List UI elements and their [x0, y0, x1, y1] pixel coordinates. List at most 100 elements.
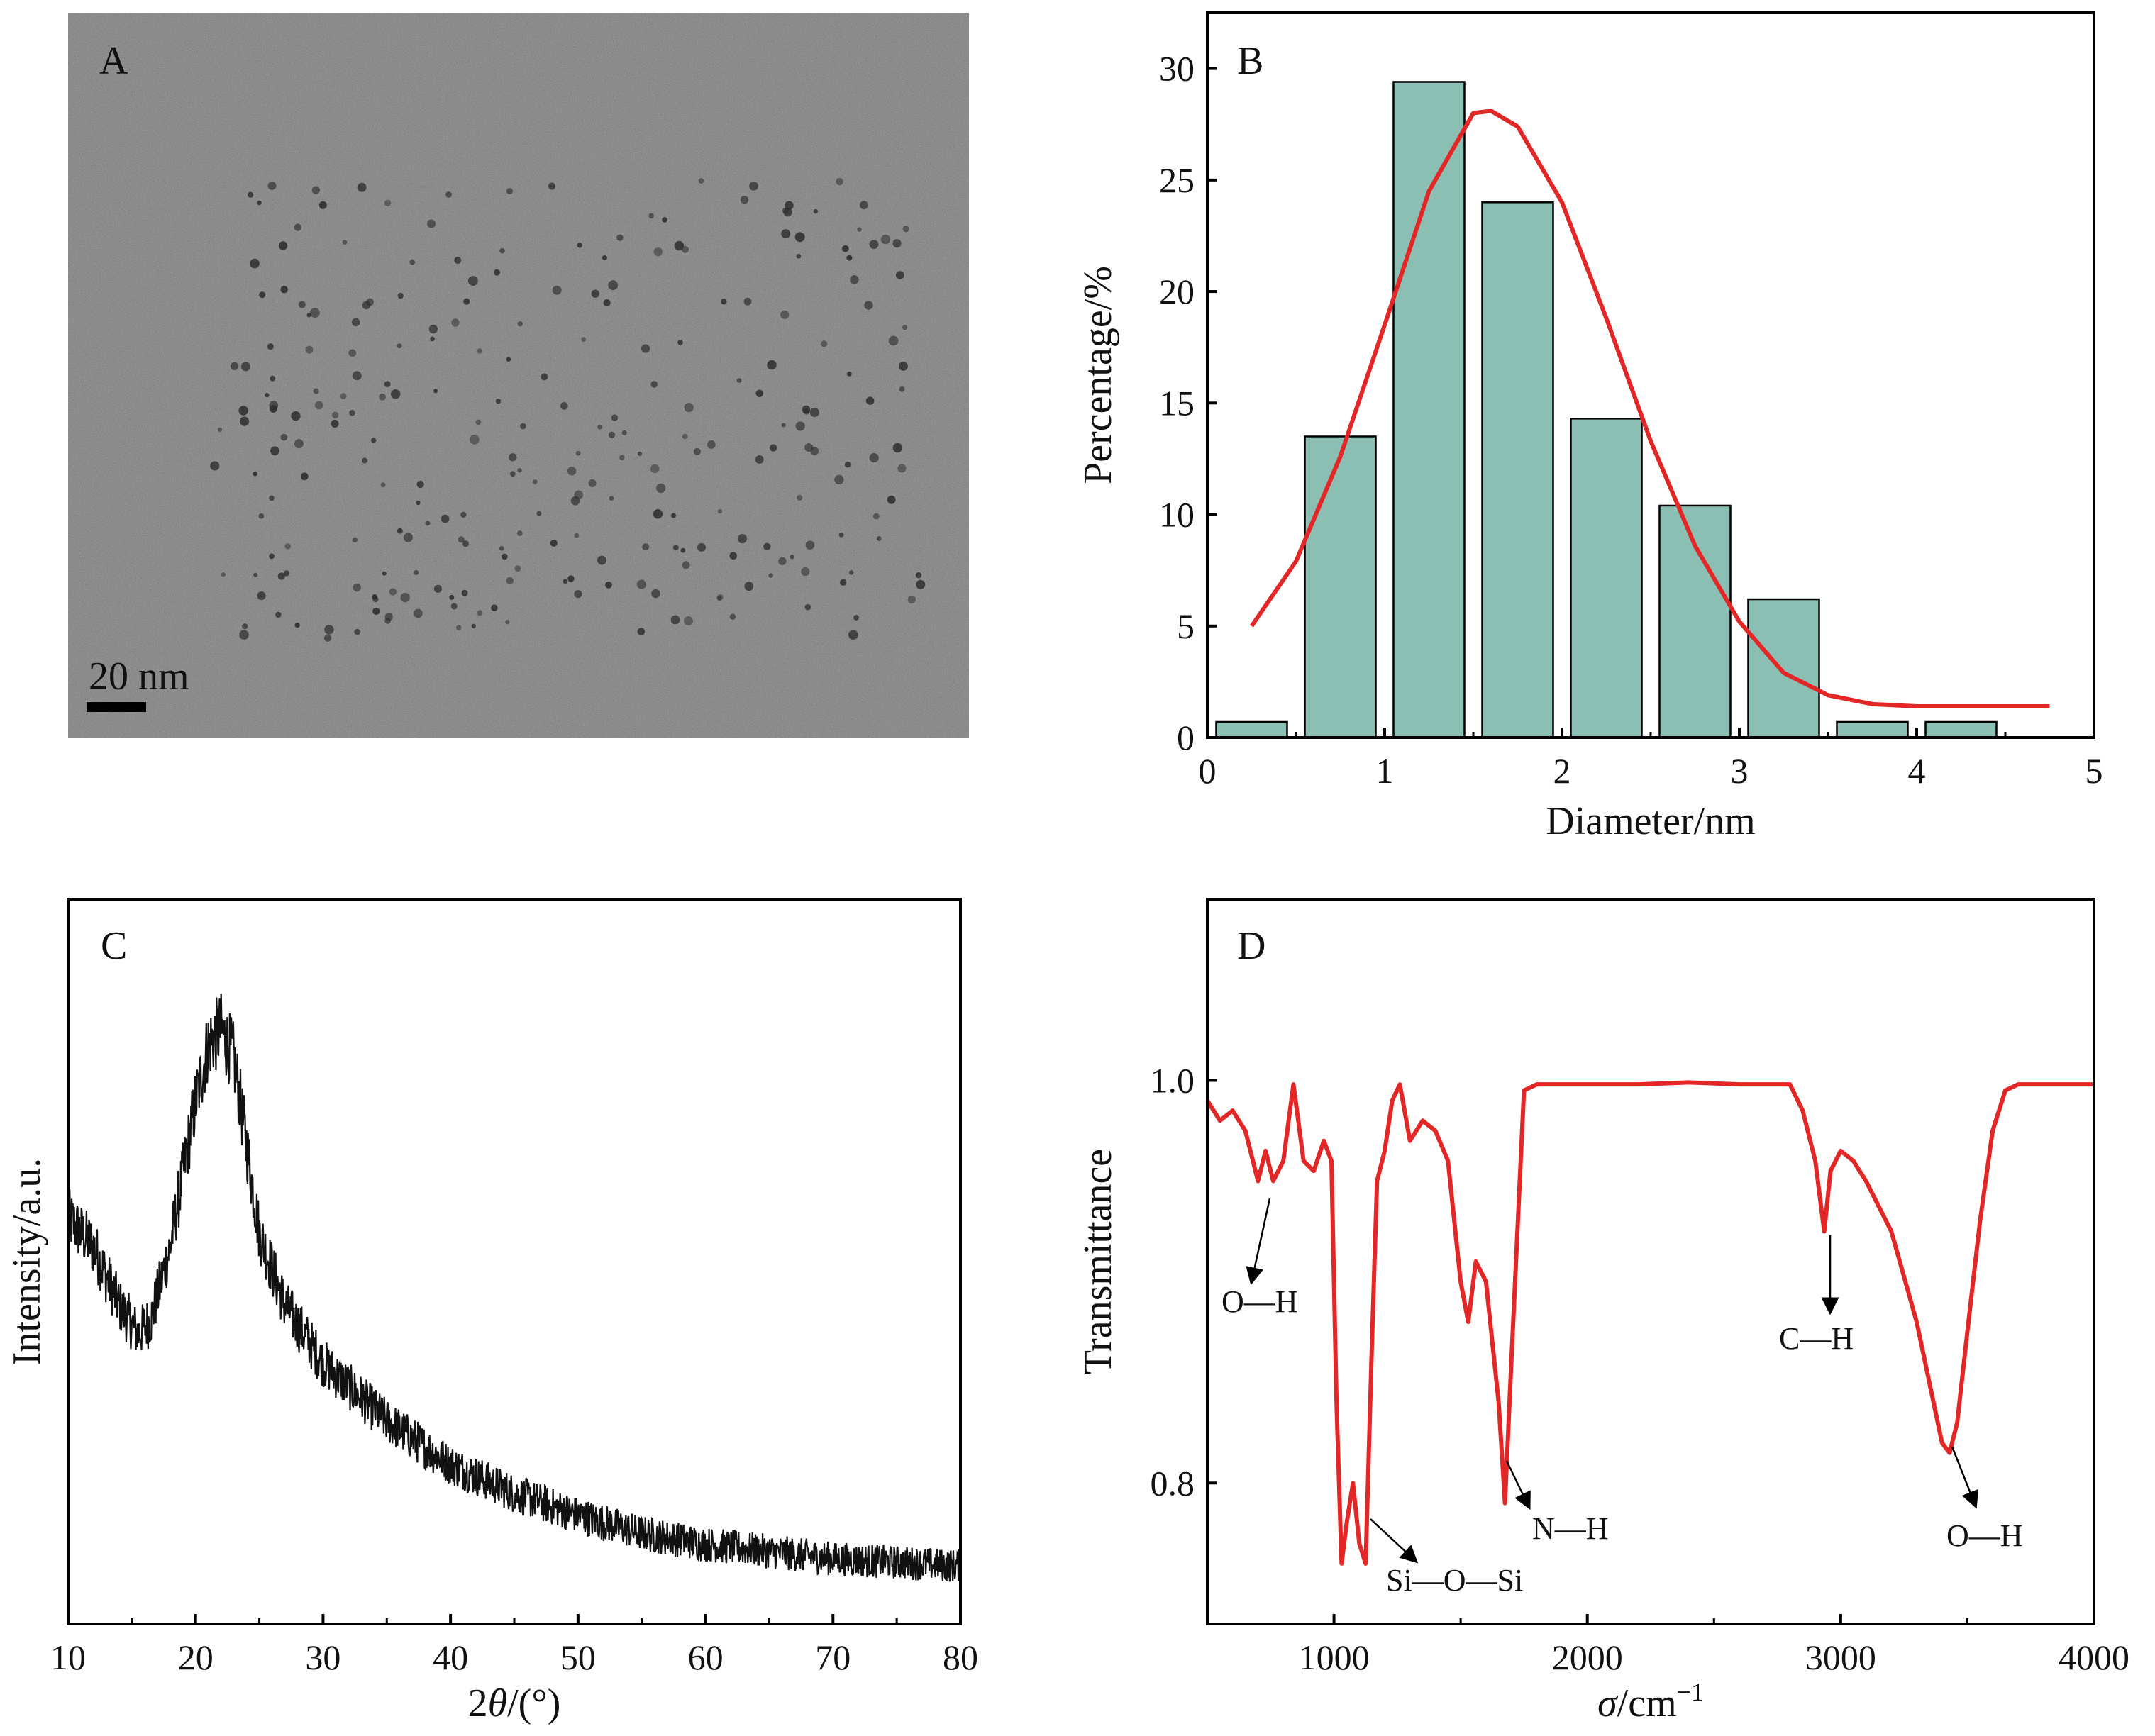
- nanoparticle-dot: [902, 226, 909, 233]
- nanoparticle-dot: [651, 589, 660, 599]
- nanoparticle-dot: [872, 513, 880, 520]
- nanoparticle-dot: [729, 613, 736, 620]
- nanoparticle-dot: [550, 539, 558, 547]
- nanoparticle-dot: [306, 313, 311, 318]
- nanoparticle-dot: [372, 607, 380, 616]
- nanoparticle-dot: [469, 434, 480, 445]
- nanoparticle-dot: [841, 245, 849, 252]
- nanoparticle-dot: [682, 561, 690, 569]
- histogram-bar: [1392, 81, 1466, 739]
- nanoparticle-dot: [848, 570, 854, 575]
- c-x-tick-label: 30: [305, 1637, 340, 1677]
- nanoparticle-dot: [514, 565, 521, 572]
- nanoparticle-dot: [253, 572, 258, 577]
- nanoparticle-dot: [331, 411, 339, 418]
- panel-d: 1000 2000 3000 4000 0.8 1.0 D σ/cm−1 Transmit…: [1076, 898, 2129, 1725]
- nanoparticle-dot: [821, 340, 828, 347]
- nanoparticle-dot: [642, 543, 650, 551]
- c-x-tick-label: 70: [815, 1637, 851, 1677]
- nanoparticle-dot: [603, 299, 611, 307]
- nanoparticle-dot: [743, 297, 752, 306]
- nanoparticle-dot: [916, 579, 926, 589]
- nanoparticle-dot: [433, 584, 443, 593]
- nanoparticle-dot: [517, 468, 522, 473]
- histogram-bar: [1570, 418, 1643, 739]
- nanoparticle-dot: [384, 381, 391, 388]
- nanoparticle-dot: [778, 557, 787, 566]
- nanoparticle-dot: [460, 511, 467, 518]
- nanoparticle-dot: [770, 444, 777, 452]
- nanoparticle-dot: [768, 573, 774, 578]
- nanoparticle-dot: [846, 371, 852, 377]
- panel-label-d: D: [1237, 924, 1265, 968]
- nanoparticle-dot: [463, 298, 470, 305]
- nanoparticle-dot: [323, 634, 332, 642]
- nanoparticle-dot: [892, 239, 902, 248]
- d-y-tick-label: 1.0: [1151, 1061, 1195, 1101]
- nanoparticle-dot: [499, 546, 504, 551]
- nanoparticle-dot: [740, 195, 749, 204]
- nanoparticle-dot: [425, 521, 431, 526]
- nanoparticle-dot: [876, 536, 882, 541]
- b-y-tick-label: 30: [1159, 49, 1195, 89]
- nanoparticle-dot: [653, 247, 663, 257]
- nanoparticle-dot: [348, 349, 357, 357]
- gaussian-fit-line: [1250, 108, 2050, 708]
- nanoparticle-dot: [416, 480, 424, 489]
- nanoparticle-dot: [267, 343, 274, 350]
- nanoparticle-dot: [605, 582, 612, 589]
- nanoparticle-dot: [461, 589, 468, 596]
- nanoparticle-dot: [869, 453, 879, 463]
- nanoparticle-dot: [836, 177, 843, 186]
- nanoparticle-dot: [342, 240, 348, 245]
- nanoparticle-dot: [684, 402, 694, 413]
- nanoparticle-dot: [451, 318, 460, 327]
- b-x-tick-label: 3: [1731, 751, 1749, 791]
- nanoparticle-dot: [844, 461, 851, 468]
- nanoparticle-dot: [795, 421, 805, 431]
- nanoparticle-dot: [238, 406, 248, 416]
- nanoparticle-dot: [380, 482, 386, 488]
- nanoparticle-dot: [357, 182, 367, 192]
- histogram-bar: [1481, 201, 1554, 739]
- nanoparticle-dot: [239, 630, 249, 640]
- nanoparticle-dot: [217, 427, 223, 433]
- nanoparticle-dot: [650, 381, 658, 388]
- nanoparticle-dot: [379, 393, 386, 401]
- nanoparticle-dot: [790, 555, 794, 560]
- nanoparticle-dot: [880, 234, 891, 245]
- nanoparticle-dot: [267, 182, 277, 190]
- histogram-bar: [1924, 720, 1998, 739]
- nanoparticle-dot: [567, 467, 577, 476]
- histogram-x-axis-title: Diameter/nm: [1546, 799, 1755, 843]
- nanoparticle-dot: [857, 227, 862, 232]
- b-x-tick-label: 4: [1908, 751, 1926, 791]
- nanoparticle-dot: [242, 623, 248, 630]
- xrd-pattern-line: [67, 994, 961, 1582]
- nanoparticle-dot: [672, 545, 679, 551]
- nanoparticle-dot: [248, 191, 254, 198]
- nanoparticle-dot: [656, 483, 666, 494]
- nanoparticle-dot: [506, 357, 511, 362]
- nanoparticle-dot: [859, 201, 868, 210]
- nanoparticle-dot: [397, 528, 403, 534]
- panel-label-a: A: [99, 39, 128, 83]
- nanoparticle-dot: [389, 588, 397, 596]
- nanoparticle-dot: [221, 572, 226, 577]
- nanoparticle-dot: [684, 616, 693, 625]
- arrow-oh-high: [1951, 1446, 1979, 1509]
- nanoparticle-dot: [462, 540, 470, 547]
- ftir-spectrum-line: [1205, 1080, 2094, 1566]
- nanoparticle-dot: [597, 425, 602, 430]
- nanoparticle-dot: [270, 375, 276, 382]
- nanoparticle-dot: [602, 255, 607, 261]
- nanoparticle-dot: [458, 536, 465, 543]
- nanoparticle-dot: [616, 234, 624, 241]
- nanoparticle-dot: [895, 271, 904, 279]
- nanoparticle-dot: [608, 431, 616, 438]
- scale-bar-label: 20 nm: [89, 655, 189, 699]
- nanoparticle-dot: [721, 299, 727, 305]
- nanoparticle-dot: [477, 610, 483, 616]
- nanoparticle-dot: [284, 543, 291, 550]
- nanoparticle-dot: [575, 450, 581, 456]
